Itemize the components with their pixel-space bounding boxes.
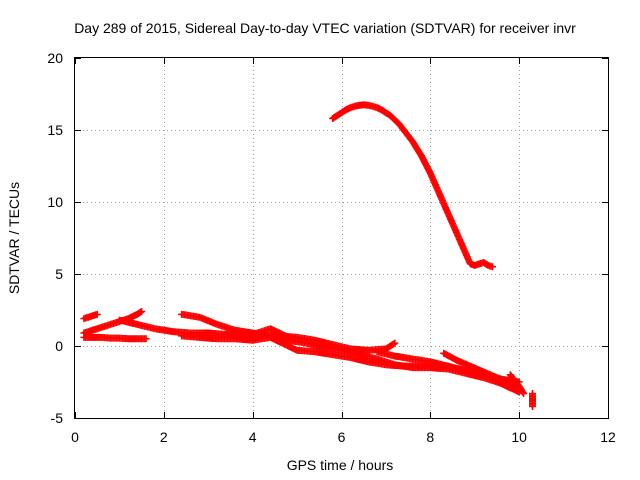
data-series	[80, 307, 146, 337]
y-tick-label: 0	[55, 338, 63, 354]
data-point	[520, 390, 528, 398]
data-point	[391, 339, 399, 347]
data-series	[528, 390, 536, 410]
y-tick-label: 20	[47, 50, 63, 66]
grid	[75, 58, 608, 418]
chart-title: Day 289 of 2015, Sidereal Day-to-day VTE…	[74, 20, 576, 36]
x-tick-label: 2	[160, 429, 168, 445]
y-tick-label: -5	[51, 410, 64, 426]
x-tick-label: 8	[426, 429, 434, 445]
x-tick-label: 12	[600, 429, 616, 445]
x-tick-label: 6	[338, 429, 346, 445]
x-tick-label: 4	[249, 429, 257, 445]
data-series	[80, 310, 101, 323]
data-point	[390, 340, 398, 348]
y-tick-label: 15	[47, 122, 63, 138]
data-point	[142, 335, 150, 343]
plot-frame	[74, 57, 609, 419]
x-tick-label: 0	[71, 429, 79, 445]
data-points	[80, 101, 536, 410]
x-tick-label: 10	[511, 429, 527, 445]
data-series	[329, 101, 497, 271]
axis-ticks: 0 2 4 6 8 10 12 -5 0 5 10 15 20	[47, 50, 616, 445]
data-point	[93, 310, 101, 318]
y-tick-label: 5	[55, 266, 63, 282]
data-series	[440, 349, 523, 393]
x-axis-label: GPS time / hours	[287, 457, 394, 473]
data-series	[80, 333, 150, 343]
y-axis-label: SDTVAR / TECUs	[6, 182, 22, 294]
data-point	[284, 333, 292, 341]
data-point	[528, 402, 536, 410]
data-series	[506, 371, 528, 398]
data-series	[222, 325, 292, 341]
data-point	[489, 263, 497, 271]
data-point	[138, 307, 146, 315]
y-tick-label: 10	[47, 194, 63, 210]
